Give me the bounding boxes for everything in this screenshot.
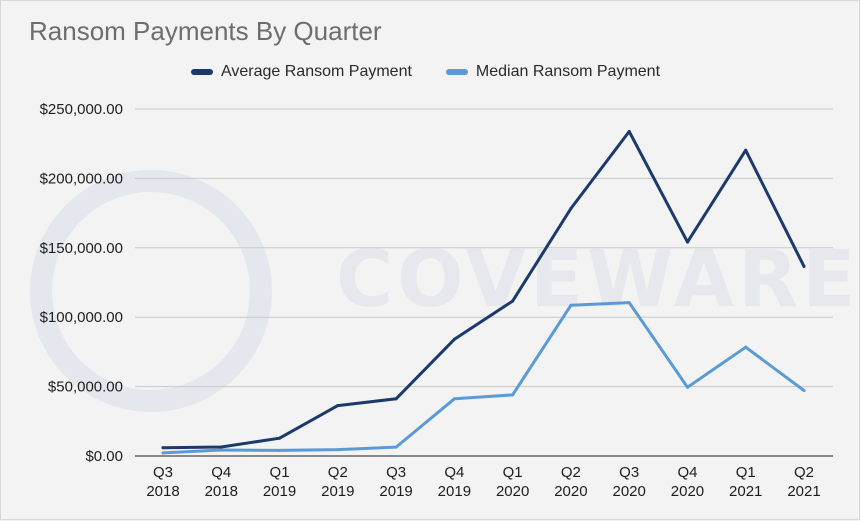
x-tick-label: Q2 2019 — [321, 464, 354, 500]
legend-swatch-average — [191, 69, 213, 75]
series-lines — [161, 129, 806, 455]
data-point-average — [744, 148, 748, 152]
data-point-median — [744, 345, 748, 349]
watermark-text: COVEWARE — [336, 235, 859, 325]
data-point-average — [802, 264, 806, 268]
legend-item-average: Average Ransom Payment — [191, 63, 412, 81]
y-tick-label: $200,000.00 — [40, 170, 123, 187]
chart-legend: Average Ransom Payment Median Ransom Pay… — [191, 63, 694, 81]
data-point-median — [452, 397, 456, 401]
data-point-median — [569, 303, 573, 307]
data-point-average — [685, 240, 689, 244]
data-point-average — [161, 446, 165, 450]
data-point-average — [278, 436, 282, 440]
data-point-median — [219, 448, 223, 452]
data-point-median — [685, 385, 689, 389]
data-point-average — [452, 337, 456, 341]
x-tick-label: Q2 2020 — [554, 464, 587, 500]
legend-label-median: Median Ransom Payment — [475, 63, 661, 80]
watermark-logo-ring — [30, 170, 272, 412]
x-tick-label: Q1 2020 — [496, 464, 529, 500]
data-point-median — [161, 451, 165, 455]
data-point-median — [627, 301, 631, 305]
series-line-average — [161, 130, 806, 450]
watermark-group: COVEWARE — [30, 170, 859, 412]
x-tick-label: Q4 2020 — [671, 464, 704, 500]
legend-swatch-median — [445, 69, 468, 75]
y-tick-label: $250,000.00 — [40, 101, 123, 118]
x-tick-label: Q1 2019 — [263, 464, 296, 500]
data-point-average — [336, 404, 340, 408]
data-point-median — [511, 393, 515, 397]
x-tick-label: Q4 2019 — [438, 464, 471, 500]
x-tick-label: Q3 2020 — [612, 464, 645, 500]
y-tick-label: $100,000.00 — [40, 309, 123, 326]
y-axis: $0.00 $50,000.00 $100,000.00 $150,000.00 $20… — [40, 101, 123, 465]
data-point-average — [627, 129, 631, 133]
y-tick-label: $0.00 — [85, 448, 123, 465]
x-tick-label: Q3 2018 — [146, 464, 179, 500]
chart-title: Ransom Payments By Quarter — [29, 16, 382, 46]
x-axis: Q3 2018 Q4 2018 Q1 2019 Q2 2019 Q3 2019 Q4 2019 Q1 20… — [146, 464, 820, 500]
y-tick-label: $50,000.00 — [48, 379, 123, 396]
x-tick-label: Q1 2021 — [729, 464, 762, 500]
data-point-average — [394, 397, 398, 401]
data-point-median — [336, 448, 340, 452]
gridlines — [135, 108, 833, 457]
data-point-median — [278, 448, 282, 452]
x-tick-label: Q2 2021 — [787, 464, 820, 500]
series-line-median — [161, 301, 806, 455]
legend-label-average: Average Ransom Payment — [221, 63, 412, 80]
y-tick-label: $150,000.00 — [40, 240, 123, 257]
x-tick-label: Q3 2019 — [379, 464, 412, 500]
x-tick-label: Q4 2018 — [205, 464, 238, 500]
legend-item-median: Median Ransom Payment — [445, 63, 661, 81]
data-point-median — [802, 388, 806, 392]
data-point-median — [394, 445, 398, 449]
data-point-average — [569, 207, 573, 211]
data-point-average — [511, 299, 515, 303]
data-point-average — [219, 445, 223, 449]
